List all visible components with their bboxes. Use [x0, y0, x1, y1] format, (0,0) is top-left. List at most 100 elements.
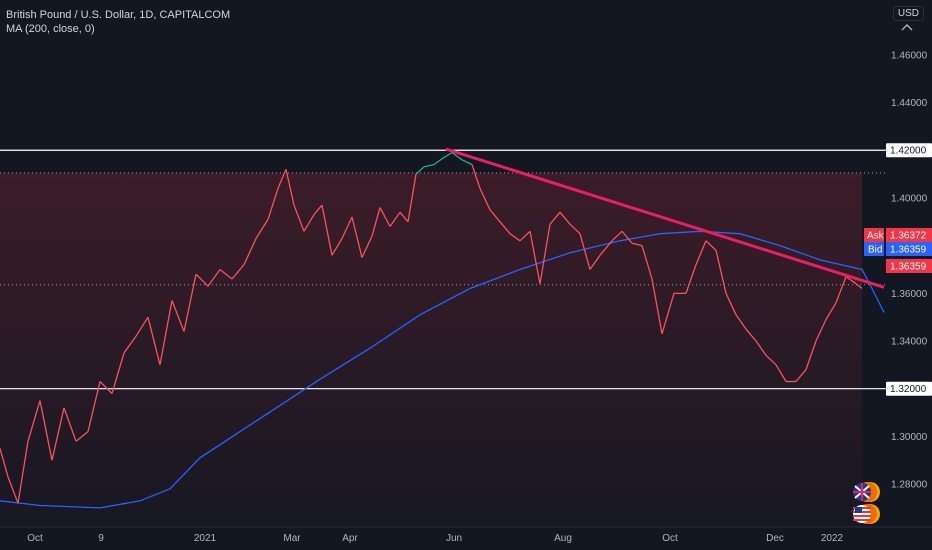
price-segment	[471, 164, 481, 189]
price-axis[interactable]	[886, 0, 932, 550]
price-segment	[715, 250, 727, 294]
hline-bottom-tag-text: 1.32000	[890, 384, 927, 395]
price-segment	[351, 216, 363, 258]
price-segment	[219, 268, 233, 280]
price-segment	[415, 166, 425, 175]
x-tick-label: Apr	[342, 533, 358, 544]
x-tick-label: 2022	[821, 533, 844, 544]
price-segment	[195, 273, 209, 287]
price-segment	[845, 276, 857, 285]
price-segment	[111, 352, 125, 394]
y-tick-label: 1.30000	[891, 432, 928, 443]
price-segment	[705, 240, 717, 251]
x-tick-label: 2021	[194, 533, 217, 544]
price-segment	[63, 407, 77, 442]
price-segment	[815, 319, 827, 342]
price-segment	[0, 448, 9, 478]
ask-value-box	[886, 228, 932, 242]
price-segment	[755, 340, 767, 356]
ask-value: 1.36372	[890, 231, 927, 242]
indicator-label[interactable]: MA (200, close, 0)	[6, 23, 95, 35]
price-segment	[559, 211, 571, 225]
price-segment	[207, 269, 221, 287]
price-segment	[631, 242, 643, 247]
ask-label-box	[864, 228, 884, 242]
last-price-value: 1.36359	[890, 262, 927, 273]
x-tick-label: Mar	[283, 533, 301, 544]
price-segment	[451, 152, 463, 161]
price-segment	[489, 209, 501, 223]
price-segment	[147, 317, 161, 365]
chevron-up-icon[interactable]	[900, 22, 914, 32]
price-segment	[331, 238, 343, 256]
x-tick-label: Oct	[662, 533, 678, 544]
price-segment	[725, 293, 737, 316]
price-segment	[765, 354, 777, 366]
hline-top-tag-text: 1.42000	[890, 146, 927, 157]
price-segment	[303, 214, 315, 232]
price-segment	[313, 204, 323, 216]
price-segment	[499, 221, 511, 235]
price-segment	[341, 216, 353, 239]
uk-flag-icon	[853, 482, 880, 502]
bid-label-box	[864, 242, 884, 256]
price-segment	[293, 204, 305, 232]
price-segment	[443, 152, 453, 158]
price-segment	[579, 233, 591, 270]
us-flag-icon	[853, 504, 880, 524]
price-segment	[825, 302, 837, 320]
price-segment	[267, 188, 279, 220]
hline-top-tag-box	[886, 143, 932, 158]
price-segment	[243, 238, 257, 265]
price-segment	[519, 230, 531, 242]
ma-line[interactable]	[0, 230, 885, 509]
price-segment	[855, 283, 863, 290]
bid-label: Bid	[868, 245, 882, 256]
price-segment	[135, 316, 149, 337]
price-segment	[835, 276, 847, 304]
price-segment	[51, 407, 65, 461]
y-tick-label: 1.34000	[891, 337, 928, 348]
price-segment	[231, 264, 245, 280]
price-segment	[641, 245, 653, 280]
price-segment	[87, 381, 101, 432]
price-segment	[549, 211, 561, 225]
price-segment	[75, 431, 89, 442]
symbol-logos	[853, 482, 880, 524]
price-segment	[433, 156, 445, 166]
price-segment	[389, 211, 401, 227]
y-tick-label: 1.28000	[891, 480, 928, 491]
bid-value: 1.36359	[890, 245, 927, 256]
price-segment	[379, 207, 391, 227]
price-segment	[183, 274, 197, 332]
y-tick-label: 1.44000	[891, 98, 928, 109]
price-segment	[361, 235, 373, 258]
symbol-title[interactable]: British Pound / U.S. Dollar, 1D, CAPITAL…	[6, 9, 231, 21]
trendline[interactable]	[445, 147, 885, 289]
price-segment	[39, 400, 53, 461]
price-segment	[399, 211, 409, 223]
price-segment	[27, 400, 41, 442]
chart-header: British Pound / U.S. Dollar, 1D, CAPITAL…	[6, 8, 230, 36]
price-segment	[171, 300, 185, 332]
price-segment	[407, 173, 417, 222]
price-segment	[321, 204, 333, 256]
currency-button[interactable]: USD	[892, 6, 924, 21]
x-tick-label: Aug	[554, 533, 572, 544]
price-segment	[159, 300, 173, 365]
price-segment	[123, 335, 137, 354]
price-segment	[569, 223, 581, 235]
price-segment	[479, 188, 491, 211]
ask-label: Ask	[867, 231, 885, 242]
price-segment	[509, 233, 521, 242]
bid-value-box	[886, 242, 932, 256]
price-segment	[651, 278, 663, 334]
price-segment	[745, 328, 757, 342]
price-segment	[621, 230, 633, 244]
price-segment	[423, 163, 435, 168]
x-tick-label: 9	[98, 533, 104, 544]
price-segment	[285, 169, 295, 206]
price-segment	[795, 369, 807, 382]
x-tick-label: Dec	[766, 533, 784, 544]
